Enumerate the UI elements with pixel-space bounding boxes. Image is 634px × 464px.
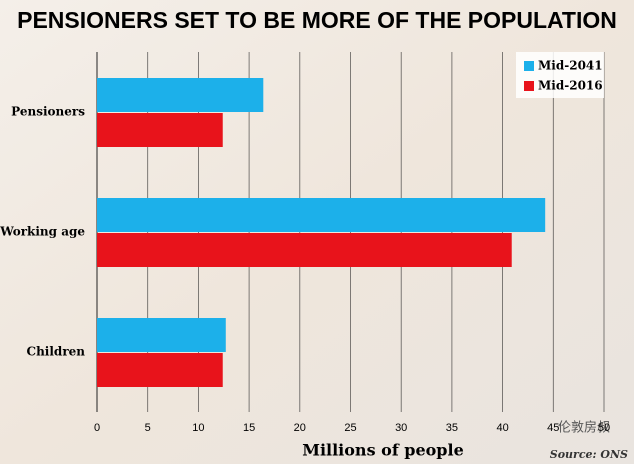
bar bbox=[97, 233, 512, 267]
y-tick-label: Children bbox=[27, 345, 86, 359]
bar bbox=[97, 318, 226, 352]
bar bbox=[97, 78, 264, 112]
y-tick-label: Pensioners bbox=[11, 105, 85, 119]
bar bbox=[97, 198, 546, 232]
x-tick-label: 10 bbox=[192, 422, 204, 434]
y-tick-label: Working age bbox=[0, 225, 85, 239]
legend-swatch bbox=[524, 61, 534, 71]
x-tick-label: 30 bbox=[395, 422, 407, 434]
x-tick-label: 45 bbox=[547, 422, 559, 434]
source: Source: ONS bbox=[550, 448, 628, 461]
legend-label: Mid-2016 bbox=[538, 79, 603, 93]
chart-title: PENSIONERS SET TO BE MORE OF THE POPULAT… bbox=[17, 7, 617, 33]
x-tick-label: 5 bbox=[145, 422, 151, 434]
x-tick-label: 0 bbox=[94, 422, 100, 434]
legend-label: Mid-2041 bbox=[538, 59, 603, 73]
x-tick-label: 25 bbox=[344, 422, 356, 434]
watermark: 伦敦房叔 bbox=[558, 420, 610, 436]
x-axis-label: Millions of people bbox=[302, 441, 464, 460]
x-tick-label: 15 bbox=[243, 422, 255, 434]
x-tick-label: 40 bbox=[496, 422, 508, 434]
bar bbox=[97, 113, 223, 147]
x-tick-label: 35 bbox=[446, 422, 458, 434]
legend-swatch bbox=[524, 81, 534, 91]
x-tick-label: 20 bbox=[294, 422, 306, 434]
x-tick-label: 50 bbox=[598, 422, 610, 434]
bar bbox=[97, 353, 223, 387]
